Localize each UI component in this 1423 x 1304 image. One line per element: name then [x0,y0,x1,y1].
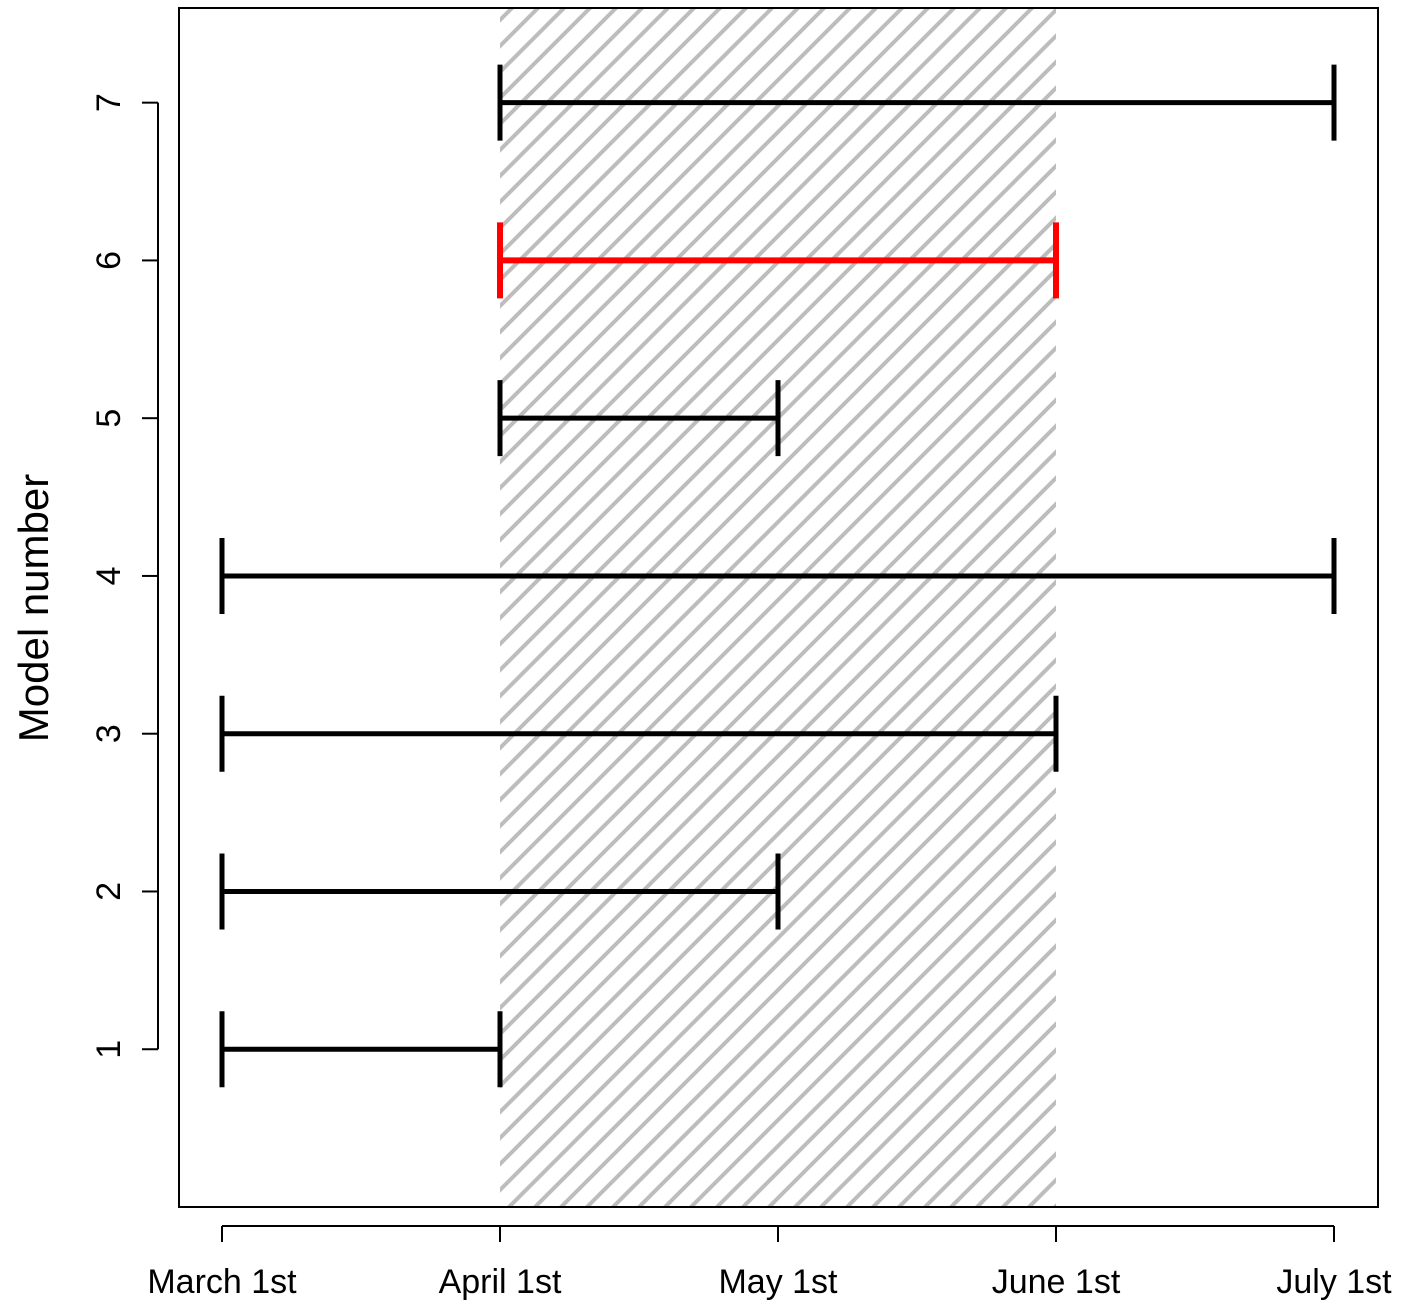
interval-model-2 [219,853,781,930]
interval-model-3 [219,695,1059,772]
interval-model-6 [497,222,1059,299]
y-tick-label: 7 [90,93,128,112]
interval-model-1 [219,1011,503,1088]
y-tick-label: 2 [90,882,128,901]
x-tick-label: June 1st [992,1263,1121,1301]
y-tick-label: 1 [90,1040,128,1059]
interval-model-5 [497,380,781,457]
y-axis-title: Model number [10,474,57,742]
interval-model-4 [219,537,1337,614]
x-tick-label: July 1st [1276,1263,1392,1301]
x-tick-label: April 1st [439,1263,562,1301]
x-tick-label: May 1st [718,1263,838,1301]
interval-model-7 [497,64,1337,141]
plot-frame [178,7,1379,1208]
y-tick-label: 5 [90,409,128,428]
shaded-region [500,8,1056,1207]
y-tick-label: 3 [90,724,128,743]
x-tick-label: March 1st [147,1263,297,1301]
y-tick-label: 6 [90,251,128,270]
y-tick-label: 4 [90,566,128,585]
